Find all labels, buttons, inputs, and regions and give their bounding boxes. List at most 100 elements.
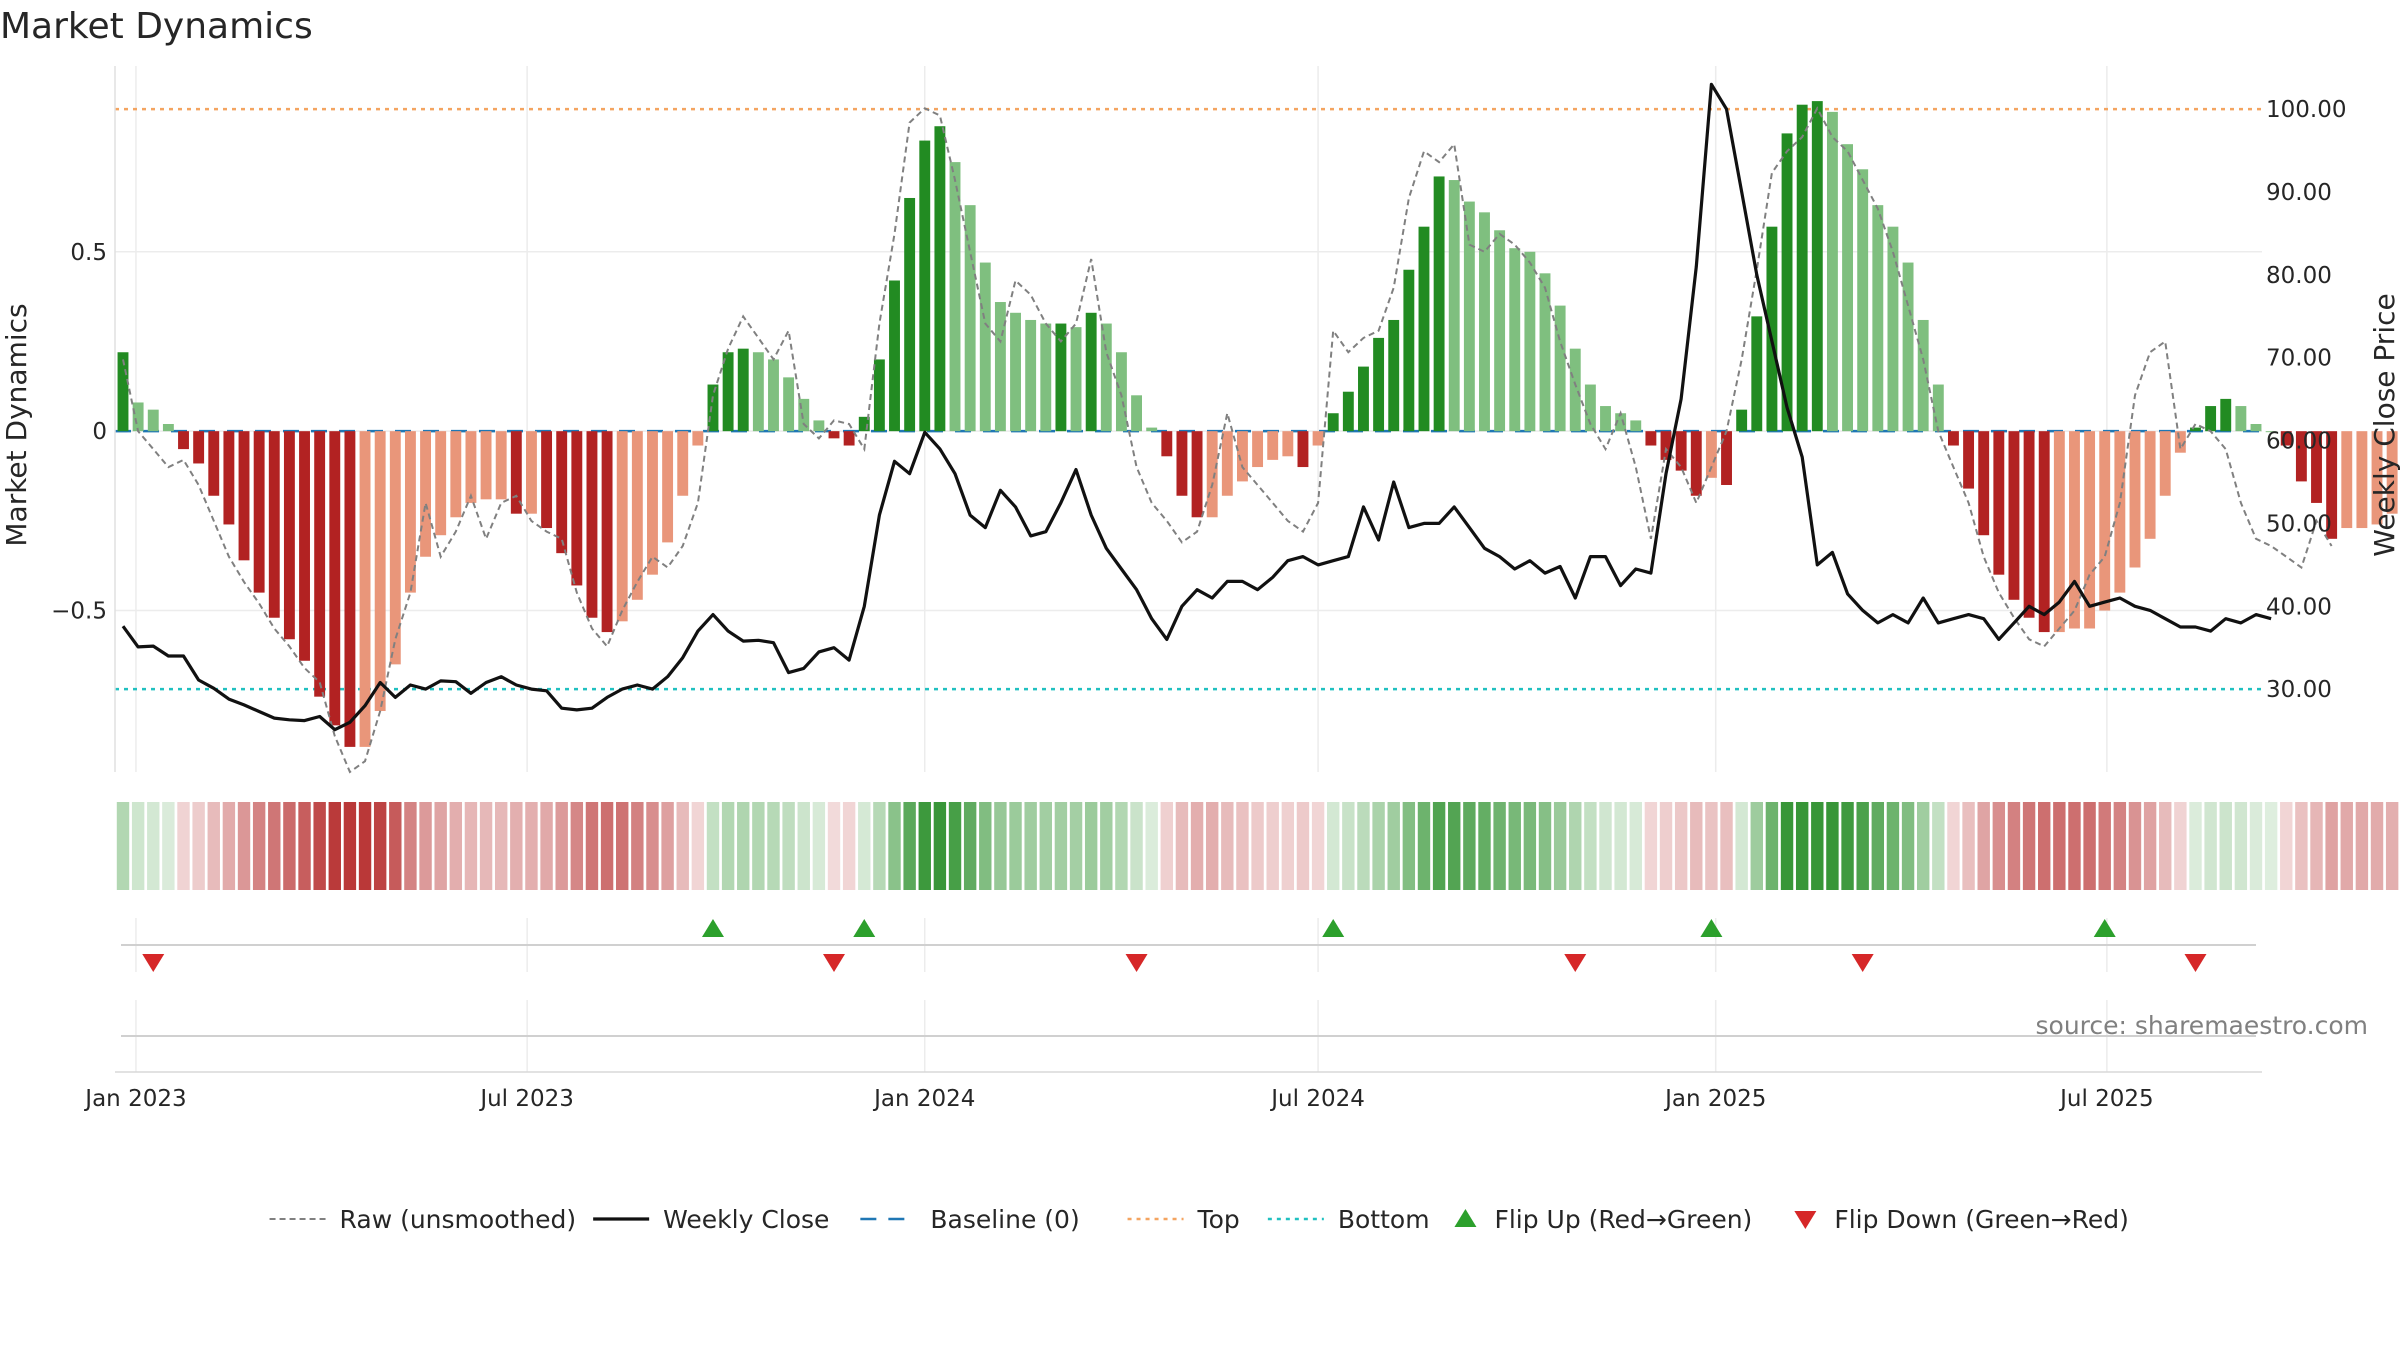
dynamics-bar	[783, 377, 795, 432]
heat-cell	[1720, 802, 1733, 890]
heat-cell	[1599, 802, 1612, 890]
dynamics-bar	[1115, 352, 1127, 432]
heat-cell	[1463, 802, 1476, 890]
heat-cell	[328, 802, 341, 890]
flip-up-marker	[853, 919, 876, 937]
dynamics-bar	[1978, 431, 1990, 536]
right-tick-label: 70.00	[2266, 346, 2332, 372]
left-axis-title: Market Dynamics	[0, 303, 33, 546]
dynamics-bar	[510, 431, 522, 514]
legend-label: Flip Down (Green→Red)	[1834, 1205, 2129, 1234]
heat-cell	[1553, 802, 1567, 890]
dynamics-bar	[707, 384, 719, 432]
heat-cell	[1448, 802, 1461, 890]
flip-up-marker	[1322, 919, 1345, 937]
heat-cell	[373, 802, 387, 890]
heat-cell	[525, 802, 538, 890]
heat-cell	[1871, 802, 1885, 890]
dynamics-bar	[465, 431, 477, 503]
dynamics-bar	[616, 431, 628, 622]
heat-cell	[1175, 802, 1189, 890]
dynamics-bar	[1630, 420, 1642, 432]
heat-cell	[1750, 802, 1763, 890]
weekly-close-series	[121, 82, 2272, 732]
dynamics-bar	[1842, 144, 1853, 432]
heat-cell	[2098, 802, 2111, 890]
dynamics-bar	[1600, 406, 1611, 432]
dynamics-bar	[162, 424, 174, 432]
legend-label: Top	[1197, 1205, 1240, 1234]
legend-swatch-flip-down	[1794, 1211, 1817, 1229]
dynamics-bar	[1479, 212, 1490, 432]
dynamics-bar	[722, 352, 734, 432]
heat-cell	[721, 802, 735, 890]
heat-cell	[918, 802, 931, 890]
heat-cell	[1811, 802, 1824, 890]
heat-cell	[1221, 802, 1234, 890]
dynamics-bar	[1085, 312, 1097, 432]
heat-cell	[1009, 802, 1022, 890]
dynamics-bar	[329, 431, 341, 726]
heat-cell	[1523, 802, 1537, 890]
dynamics-bar	[1312, 431, 1324, 446]
dynamics-bar	[601, 431, 613, 633]
dynamics-bar	[2265, 431, 2277, 433]
heat-cell	[933, 802, 947, 890]
dynamics-bar	[253, 431, 265, 593]
dynamics-bar	[238, 431, 250, 561]
dynamics-bar	[2235, 406, 2247, 432]
heat-cell	[2189, 802, 2202, 890]
heat-cell	[1886, 802, 1900, 890]
dynamics-bar	[858, 416, 870, 432]
heat-cell	[1584, 802, 1597, 890]
heat-cell	[419, 802, 432, 890]
heat-cell	[2385, 802, 2399, 890]
heat-cell	[540, 802, 553, 890]
left-tick-label: −0.5	[51, 599, 107, 625]
dynamics-bar	[1433, 176, 1445, 432]
heat-cell	[646, 802, 659, 890]
heat-cell	[2295, 802, 2308, 890]
heat-cell	[2264, 802, 2278, 890]
dynamics-bar	[299, 431, 310, 661]
heat-cell	[1841, 802, 1854, 890]
dynamics-bar	[737, 348, 749, 432]
dynamics-bar	[1509, 248, 1521, 432]
heat-cell	[1387, 802, 1400, 890]
dynamics-bar	[949, 162, 961, 432]
dynamics-bar	[2386, 431, 2398, 514]
dynamics-bar	[2295, 431, 2307, 482]
legend-item: Top	[1127, 1205, 1240, 1234]
source-label: source: sharemaestro.com	[2036, 1011, 2369, 1040]
dynamics-bar	[450, 431, 462, 518]
heat-strip	[116, 802, 2399, 890]
flip-down-marker	[1851, 954, 1874, 972]
dynamics-bar	[2371, 431, 2383, 525]
dynamics-bar	[2311, 431, 2322, 503]
dynamics-bar	[1252, 431, 1264, 468]
dynamics-bar	[1569, 348, 1581, 432]
heat-cell	[1115, 802, 1128, 890]
heat-cell	[1856, 802, 1869, 890]
heat-cell	[2219, 802, 2232, 890]
heat-cell	[1493, 802, 1506, 890]
heat-cell	[1281, 802, 1295, 890]
heat-cell	[979, 802, 992, 890]
heat-cell	[1826, 802, 1839, 890]
heat-cell	[737, 802, 750, 890]
dynamics-bar	[692, 431, 704, 446]
dynamics-bar	[828, 431, 840, 439]
dynamics-bar	[2326, 431, 2338, 539]
heat-cell	[2159, 802, 2172, 890]
flip-down-marker	[142, 954, 165, 972]
flip-up-marker	[1700, 919, 1723, 937]
x-axis: Jan 2023 Jul 2023 Jan 2024 Jul 2024 Jan 2025…	[83, 1000, 2262, 1112]
heat-cell	[1508, 802, 1521, 890]
x-tick-label: Jan 2025	[1663, 1086, 1766, 1112]
dynamics-bar	[1660, 431, 1672, 460]
dynamics-bar	[1902, 262, 1914, 432]
dynamics-bar	[1494, 230, 1506, 432]
dynamics-bar	[1872, 205, 1884, 432]
dynamics-bar	[374, 431, 386, 712]
heat-cell	[2249, 802, 2263, 890]
